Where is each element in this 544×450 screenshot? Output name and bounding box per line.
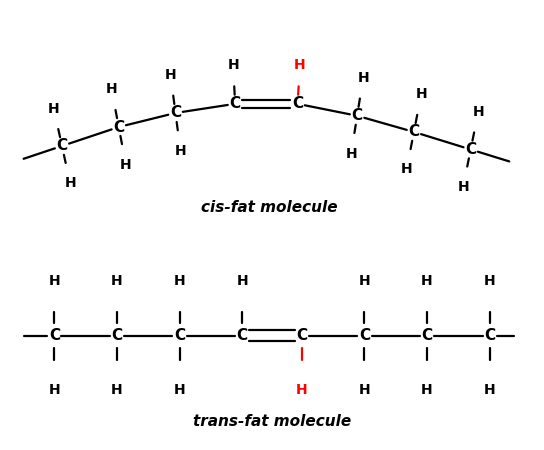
Text: H: H <box>48 274 60 288</box>
Text: H: H <box>421 383 433 397</box>
Text: H: H <box>358 383 370 397</box>
Text: C: C <box>292 96 303 111</box>
Text: C: C <box>351 108 363 123</box>
Text: C: C <box>484 328 495 343</box>
Text: H: H <box>48 102 60 116</box>
Text: H: H <box>175 144 186 158</box>
Text: H: H <box>120 158 132 171</box>
Text: C: C <box>409 125 419 140</box>
Text: H: H <box>421 274 433 288</box>
Text: C: C <box>237 328 248 343</box>
Text: H: H <box>358 274 370 288</box>
Text: C: C <box>359 328 370 343</box>
Text: C: C <box>296 328 307 343</box>
Text: C: C <box>112 328 122 343</box>
Text: C: C <box>230 96 240 111</box>
Text: H: H <box>458 180 469 194</box>
Text: H: H <box>484 274 496 288</box>
Text: H: H <box>345 147 357 161</box>
Text: H: H <box>416 87 427 101</box>
Text: H: H <box>357 71 369 85</box>
Text: H: H <box>106 82 118 96</box>
Text: H: H <box>111 274 123 288</box>
Text: H: H <box>174 274 186 288</box>
Text: C: C <box>170 105 181 121</box>
Text: H: H <box>401 162 412 176</box>
Text: C: C <box>422 328 432 343</box>
Text: H: H <box>472 105 484 119</box>
Text: C: C <box>174 328 185 343</box>
Text: H: H <box>174 383 186 397</box>
Text: trans-fat molecule: trans-fat molecule <box>193 414 351 429</box>
Text: C: C <box>465 142 476 157</box>
Text: C: C <box>49 328 60 343</box>
Text: H: H <box>484 383 496 397</box>
Text: H: H <box>296 383 308 397</box>
Text: H: H <box>64 176 76 190</box>
Text: H: H <box>236 274 248 288</box>
Text: cis-fat molecule: cis-fat molecule <box>201 200 337 215</box>
Text: H: H <box>48 383 60 397</box>
Text: C: C <box>57 139 67 153</box>
Text: H: H <box>165 68 176 82</box>
Text: H: H <box>227 58 239 72</box>
Text: C: C <box>113 120 124 135</box>
Text: H: H <box>294 58 306 72</box>
Text: H: H <box>111 383 123 397</box>
